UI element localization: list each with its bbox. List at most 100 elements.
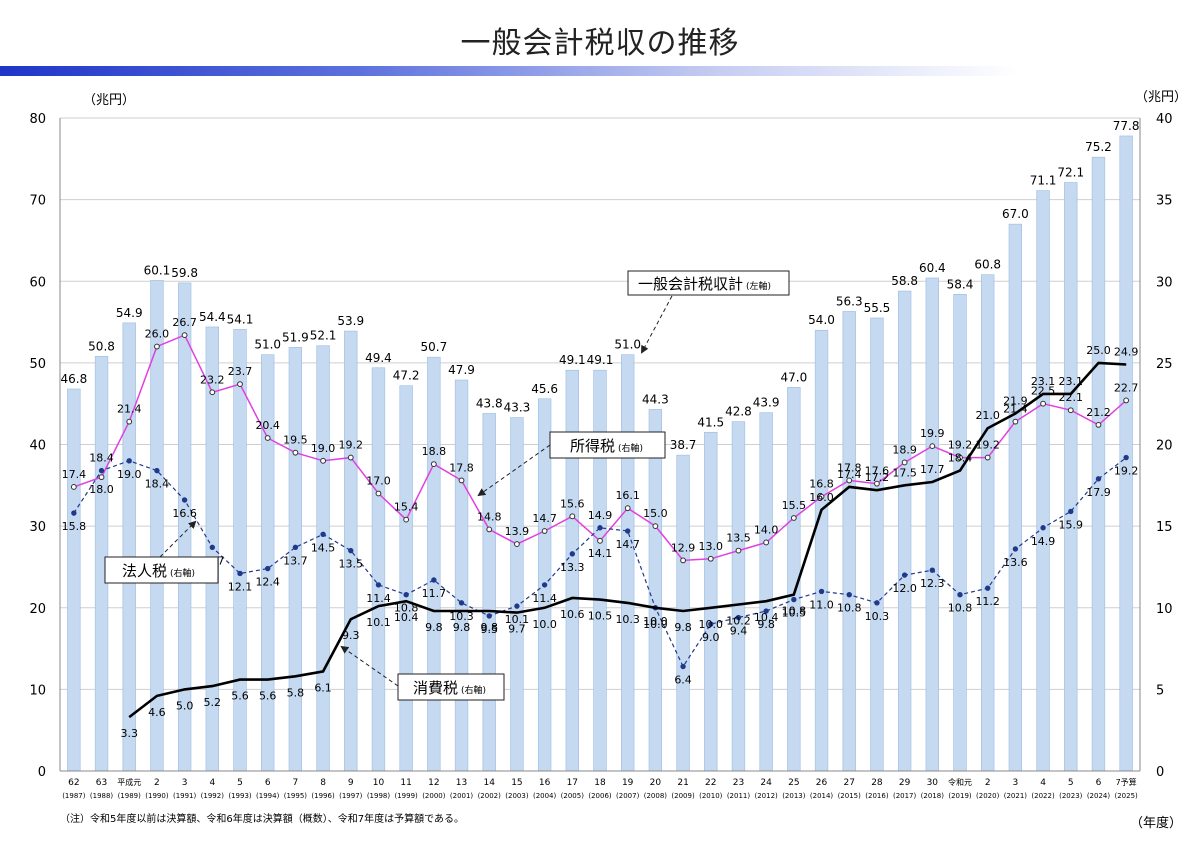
x-tick-label: 平成元 <box>117 777 141 787</box>
footnote: （注）令和5年度以前は決算額、令和6年度は決算額（概数）、令和7年度は予算額であ… <box>60 812 464 825</box>
consumption-value-label: 9.8 <box>674 621 692 634</box>
x-tick-label: 11 <box>400 778 411 788</box>
income-point <box>735 547 742 554</box>
total-bar-label: 60.8 <box>974 258 1001 272</box>
income-point <box>1067 407 1074 414</box>
income-point <box>486 526 493 533</box>
income-point <box>874 480 880 487</box>
x-tick-label: 62 <box>68 778 79 788</box>
total-bar-label: 53.9 <box>337 314 364 328</box>
income-point <box>929 443 936 450</box>
income-value-label: 16.8 <box>809 478 834 491</box>
total-bar <box>122 322 136 772</box>
corporate-value-label: 11.7 <box>422 587 447 600</box>
corporate-point <box>984 585 991 591</box>
consumption-value-label: 9.3 <box>342 629 360 642</box>
total-bar <box>759 412 773 772</box>
total-bar-label: 49.1 <box>559 353 586 367</box>
x-axis-unit: （年度） <box>1130 815 1182 831</box>
consumption-value-label: 5.6 <box>231 690 249 703</box>
income-value-label: 23.7 <box>228 365 253 378</box>
corporate-value-label: 10.1 <box>505 613 530 626</box>
total-bar-label: 42.8 <box>725 405 752 419</box>
x-tick-label: 28 <box>871 778 883 788</box>
total-bar-label: 43.9 <box>753 396 780 410</box>
x-tick-label: 13 <box>456 778 467 788</box>
x-tick-year-label: (2024) <box>1087 792 1111 800</box>
total-bar-label: 50.8 <box>88 339 115 353</box>
corporate-point <box>264 565 271 572</box>
income-value-label: 16.1 <box>615 489 640 502</box>
left-tick-label: 50 <box>29 357 46 372</box>
callout-total-axis: (左軸) <box>746 280 771 292</box>
x-tick-label: 17 <box>567 778 578 788</box>
corporate-value-label: 18.4 <box>145 478 170 491</box>
x-tick-label: 3 <box>182 778 188 788</box>
right-tick-label: 40 <box>1156 112 1173 127</box>
x-tick-year-label: (2006) <box>588 792 612 800</box>
corporate-point <box>486 613 492 619</box>
income-point <box>652 523 659 530</box>
x-tick-label: 6 <box>265 778 271 788</box>
x-tick-label: 10 <box>373 778 385 788</box>
series-lines <box>70 332 1130 719</box>
total-bar <box>427 356 441 772</box>
corporate-point <box>791 596 797 603</box>
total-bar-label: 49.4 <box>365 351 392 365</box>
total-bar-label: 67.0 <box>1002 207 1029 221</box>
income-value-label: 22.5 <box>1031 385 1056 398</box>
x-tick-label: 21 <box>677 778 688 788</box>
corporate-value-label: 11.4 <box>532 592 557 605</box>
x-tick-year-label: (1994) <box>256 792 280 800</box>
corporate-value-label: 11.2 <box>975 595 1000 608</box>
total-bar-label: 77.8 <box>1113 119 1140 133</box>
consumption-value-label: 17.2 <box>865 471 890 484</box>
x-tick-year-label: (2007) <box>616 792 640 800</box>
consumption-value-label: 9.8 <box>453 621 471 634</box>
x-tick-year-label: (2013) <box>782 792 806 800</box>
consumption-value-label: 21.0 <box>975 409 1000 422</box>
income-point <box>209 389 216 396</box>
income-point <box>514 541 520 547</box>
income-point <box>1012 418 1019 425</box>
income-value-label: 13.5 <box>726 532 751 545</box>
right-tick-label: 15 <box>1156 520 1173 535</box>
corporate-value-label: 14.9 <box>588 509 613 522</box>
income-value-label: 19.9 <box>920 427 945 440</box>
x-tick-year-label: (2023) <box>1059 792 1083 800</box>
income-value-label: 18.8 <box>422 445 447 458</box>
corporate-point <box>1123 454 1129 461</box>
income-point <box>375 490 382 497</box>
total-bar-label: 45.6 <box>531 382 558 396</box>
page-title: 一般会計税収の推移 <box>460 26 740 61</box>
consumption-value-label: 6.1 <box>314 681 332 694</box>
x-tick-year-label: (2008) <box>644 792 668 800</box>
total-bar-label: 51.0 <box>254 338 281 352</box>
consumption-value-label: 16.0 <box>809 491 834 504</box>
x-tick-year-label: (2002) <box>478 792 502 800</box>
x-tick-year-label: (2011) <box>727 792 751 800</box>
x-tick-year-label: (2001) <box>450 792 474 800</box>
consumption-value-label: 10.8 <box>782 605 807 618</box>
corporate-value-label: 10.3 <box>865 610 890 623</box>
corporate-point <box>320 531 326 537</box>
consumption-value-label: 5.2 <box>204 696 222 709</box>
x-tick-year-label: (1993) <box>228 792 252 800</box>
x-tick-year-label: (2018) <box>921 792 945 800</box>
income-value-label: 18.9 <box>892 443 917 456</box>
income-point <box>458 477 465 484</box>
callout-total: 一般会計税収計 (左軸) <box>627 270 790 354</box>
consumption-value-label: 10.0 <box>699 618 724 631</box>
right-tick-label: 0 <box>1156 765 1164 780</box>
corporate-point <box>71 510 77 516</box>
income-point <box>763 539 770 546</box>
corporate-point <box>763 608 769 614</box>
income-value-label: 14.8 <box>477 510 502 523</box>
income-value-label: 15.0 <box>643 507 668 520</box>
x-tick-label: 3 <box>1013 778 1019 788</box>
corporate-point <box>181 497 188 503</box>
corporate-point <box>680 663 686 670</box>
x-tick-label: 4 <box>209 778 215 788</box>
x-tick-label: 6 <box>1096 778 1102 788</box>
corporate-value-label: 15.9 <box>1059 518 1084 531</box>
